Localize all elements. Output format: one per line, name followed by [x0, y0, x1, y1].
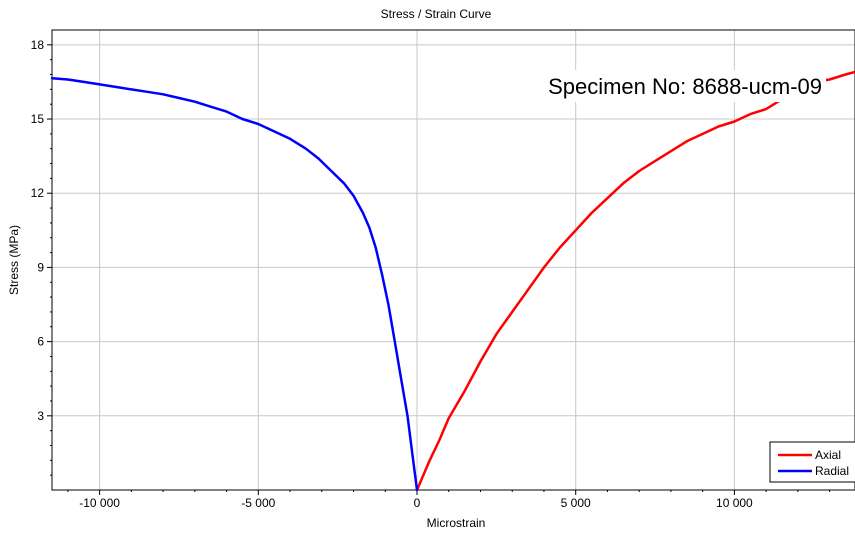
- specimen-annotation: Specimen No: 8688-ucm-09: [518, 70, 826, 102]
- annotation-background: [518, 70, 826, 102]
- axes: -10 000 -5 000 0 5 000 10 000 3 6 9 12 15 18: [31, 38, 831, 510]
- series-line-axial: [415, 70, 855, 492]
- legend-label-axial: Axial: [815, 448, 841, 462]
- y-tick-label: 9: [37, 260, 44, 274]
- y-tick-label: 12: [31, 186, 45, 200]
- x-tick-label: 0: [414, 496, 421, 510]
- chart-title: Stress / Strain Curve: [381, 7, 492, 21]
- legend-box: [769, 441, 855, 483]
- x-tick-label: -5 000: [241, 496, 275, 510]
- annotation-text: Specimen No: 8688-ucm-09: [548, 74, 822, 99]
- grid-lines: [52, 30, 855, 490]
- y-tick-label: 6: [37, 335, 44, 349]
- legend: Axial Radial: [769, 441, 855, 483]
- y-tick-label: 18: [31, 38, 45, 52]
- x-axis-title: Microstrain: [427, 516, 486, 530]
- series-line-radial: [50, 76, 419, 492]
- x-tick-label: 5 000: [561, 496, 591, 510]
- legend-label-radial: Radial: [815, 464, 849, 478]
- y-tick-label: 3: [37, 409, 44, 423]
- y-axis-title: Stress (MPa): [7, 225, 21, 295]
- y-tick-label: 15: [31, 112, 45, 126]
- x-tick-label: 10 000: [716, 496, 753, 510]
- plot-area: [51, 29, 855, 491]
- x-tick-label: -10 000: [79, 496, 120, 510]
